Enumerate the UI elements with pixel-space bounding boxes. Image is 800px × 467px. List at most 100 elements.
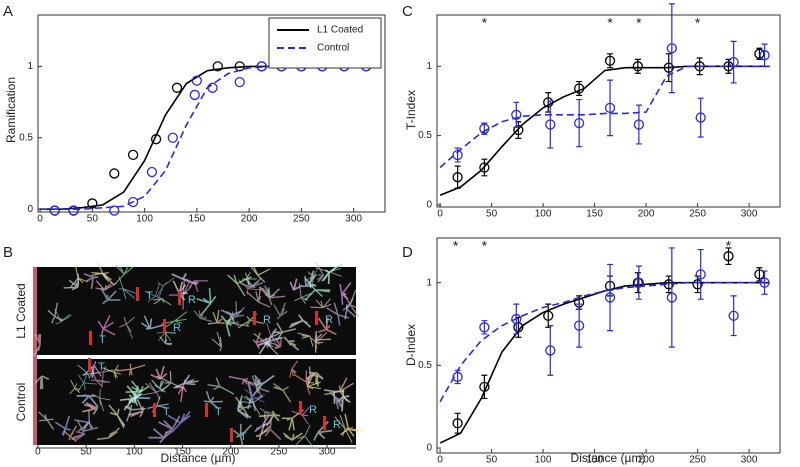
- x-tick-label: 250: [689, 454, 706, 465]
- cell-label: T: [240, 431, 247, 443]
- process: [251, 375, 270, 394]
- process: [76, 394, 99, 408]
- process: [305, 371, 324, 387]
- data-point: [663, 62, 674, 73]
- cell-label: R: [325, 314, 333, 326]
- x-tick-label: 0: [35, 446, 41, 457]
- process: [244, 388, 266, 403]
- process: [301, 275, 315, 288]
- data-point: [604, 292, 616, 303]
- process: [259, 407, 276, 424]
- process: [158, 415, 181, 434]
- data-point: [728, 310, 739, 321]
- process: [289, 360, 299, 378]
- x-tick-label: 100: [535, 208, 552, 219]
- process: [239, 272, 264, 288]
- process: [140, 315, 165, 330]
- process: [116, 363, 146, 376]
- x-tick-label: 200: [638, 208, 655, 219]
- process: [118, 276, 136, 300]
- y-tick-label: 0: [426, 200, 432, 211]
- x-tick-label: 250: [271, 446, 288, 457]
- data-point: [511, 109, 522, 120]
- process: [233, 423, 252, 447]
- process: [211, 331, 222, 352]
- data-point: [573, 320, 585, 331]
- y-axis-label: D-Index: [404, 324, 418, 366]
- x-tick-label: 50: [87, 213, 99, 224]
- cell-marker: [315, 311, 318, 325]
- x-tick-label: 150: [189, 213, 206, 224]
- significance-star: *: [453, 238, 459, 254]
- process: [193, 310, 213, 323]
- data-point: [146, 166, 158, 178]
- process: [77, 374, 97, 392]
- error-bar: [547, 325, 554, 376]
- x-tick-label: 0: [437, 454, 443, 465]
- cell-label: T: [215, 406, 222, 418]
- data-point: [234, 76, 245, 88]
- process: [307, 366, 324, 385]
- error-bar: [668, 3, 675, 94]
- process: [77, 364, 99, 379]
- cell-marker: [299, 401, 302, 415]
- error-bar: [665, 53, 672, 83]
- data-point: [692, 279, 703, 290]
- y-tick-label: 0: [27, 204, 33, 215]
- process: [254, 414, 271, 433]
- panel-label: C: [402, 3, 413, 20]
- process: [82, 402, 99, 415]
- data-point: [171, 82, 183, 93]
- panel-label: B: [3, 244, 13, 261]
- error-bar: [481, 374, 488, 400]
- data-point: [759, 277, 770, 288]
- process: [152, 298, 172, 306]
- data-point: [759, 50, 770, 61]
- x-tick-label: 0: [437, 208, 443, 219]
- process: [168, 279, 192, 310]
- process: [151, 379, 166, 393]
- x-tick-label: 150: [586, 208, 603, 219]
- process: [207, 309, 225, 325]
- error-bar: [730, 295, 737, 337]
- process: [171, 272, 198, 286]
- side-bar: [33, 267, 37, 445]
- process: [113, 264, 135, 286]
- data-point: [633, 119, 645, 130]
- error-bar: [481, 158, 488, 177]
- significance-star: *: [482, 15, 488, 31]
- process: [313, 420, 333, 441]
- process: [91, 389, 111, 412]
- x-tick-label: 100: [136, 213, 153, 224]
- process: [344, 298, 356, 320]
- error-bar: [454, 412, 461, 434]
- process: [269, 322, 296, 340]
- panel-label: A: [3, 3, 13, 20]
- x-tick-label: 300: [345, 213, 362, 224]
- process: [148, 428, 173, 444]
- process: [144, 282, 165, 303]
- data-point: [543, 97, 554, 108]
- x-tick-label: 50: [486, 454, 498, 465]
- x-tick-label: 300: [741, 454, 758, 465]
- significance-star: *: [636, 15, 642, 31]
- process: [196, 288, 217, 316]
- x-tick-label: 50: [486, 208, 498, 219]
- legend-label: L1 Coated: [317, 25, 363, 36]
- process: [108, 404, 126, 429]
- process: [47, 302, 63, 324]
- cell-marker: [88, 358, 91, 372]
- process: [282, 432, 303, 441]
- process: [257, 322, 280, 348]
- data-point: [452, 172, 463, 183]
- process: [96, 427, 120, 441]
- process: [261, 285, 281, 299]
- process: [207, 377, 235, 395]
- data-point: [695, 269, 706, 280]
- process: [74, 409, 94, 432]
- process: [234, 396, 252, 417]
- y-tick-label: 0.5: [19, 132, 33, 143]
- data-point: [256, 61, 267, 72]
- x-tick-label: 300: [741, 208, 758, 219]
